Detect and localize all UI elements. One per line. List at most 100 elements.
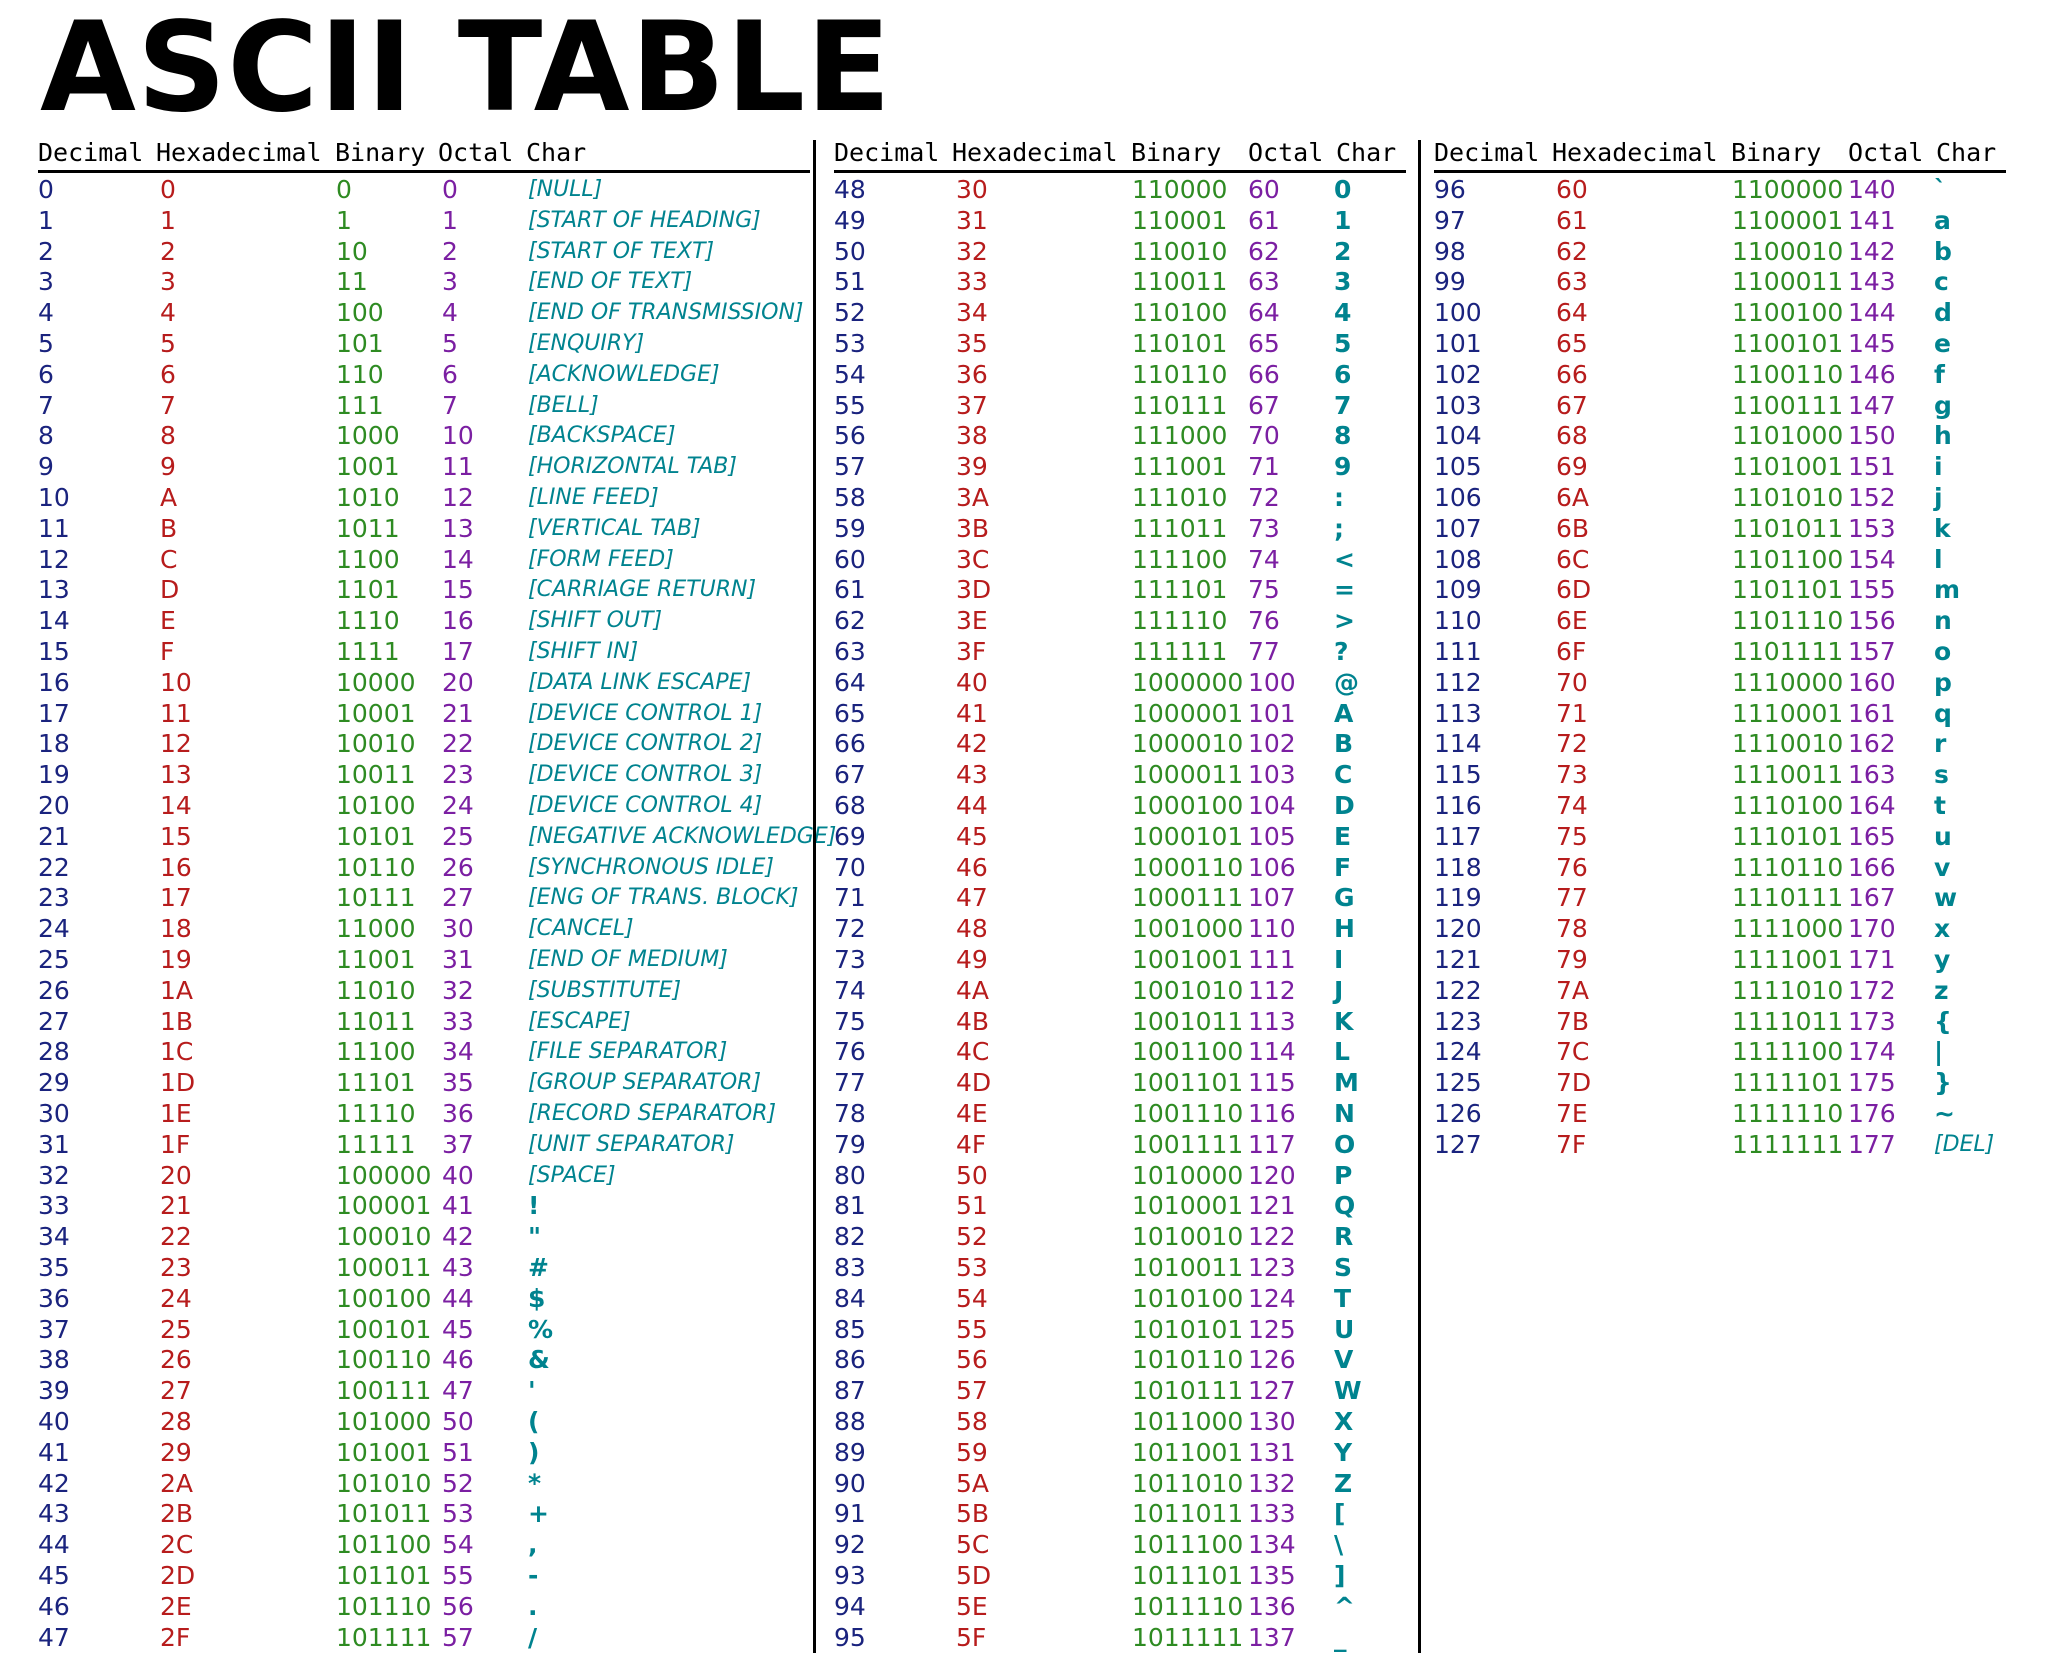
cell-decimal: 66: [834, 729, 866, 759]
cell-char: U: [1334, 1314, 1355, 1344]
column-header-binary: Binary: [1731, 138, 1822, 167]
cell-octal: 175: [1848, 1068, 1896, 1098]
cell-decimal: 64: [834, 667, 866, 697]
cell-decimal: 16: [38, 667, 70, 697]
cell-char: N: [1334, 1099, 1355, 1128]
column-header-char: Char: [526, 138, 587, 167]
cell-char: I: [1334, 945, 1344, 974]
cell-binary: 1000010: [1132, 729, 1244, 759]
cell-char: D: [1334, 791, 1355, 820]
cell-hex: 69: [1556, 452, 1588, 482]
cell-char: L: [1334, 1037, 1350, 1067]
cell-binary: 1110: [336, 606, 400, 636]
cell-char: T: [1334, 1283, 1352, 1313]
cell-binary: 1110111: [1732, 883, 1844, 913]
cell-octal: 44: [442, 1283, 474, 1313]
column-header-decimal: Decimal: [1434, 138, 1540, 167]
cell-char: 0: [1334, 175, 1352, 204]
cell-decimal: 80: [834, 1160, 866, 1190]
cell-octal: 33: [442, 1006, 474, 1036]
cell-hex: 71: [1556, 698, 1588, 728]
column-header-binary: Binary: [1131, 138, 1222, 167]
cell-binary: 110101: [1132, 329, 1228, 358]
cell-binary: 1101110: [1732, 606, 1844, 636]
cell-hex: 3B: [956, 513, 990, 543]
cell-char: M: [1334, 1068, 1359, 1098]
cell-decimal: 0: [38, 175, 54, 204]
cell-hex: 7F: [1556, 1129, 1587, 1159]
cell-char: [DEVICE CONTROL 4]: [528, 793, 763, 818]
cell-char: ]: [1334, 1561, 1346, 1590]
cell-octal: 64: [1248, 298, 1280, 328]
cell-hex: 17: [160, 883, 192, 913]
cell-hex: 73: [1556, 760, 1588, 790]
cell-hex: 4D: [956, 1068, 992, 1098]
cell-binary: 1010: [336, 483, 400, 512]
cell-char: c: [1934, 267, 1949, 297]
cell-decimal: 92: [834, 1530, 866, 1560]
cell-binary: 1101011: [1732, 513, 1844, 543]
cell-char: J: [1334, 975, 1344, 1005]
cell-binary: 11110: [336, 1099, 416, 1128]
cell-decimal: 47: [38, 1622, 70, 1652]
cell-octal: 51: [442, 1437, 474, 1467]
cell-binary: 10: [336, 236, 368, 266]
cell-decimal: 101: [1434, 329, 1482, 358]
cell-decimal: 57: [834, 452, 866, 482]
cell-hex: 28: [160, 1407, 192, 1436]
cell-octal: 16: [442, 606, 474, 636]
cell-binary: 1101010: [1732, 483, 1844, 512]
cell-char: ": [528, 1222, 542, 1252]
cell-char: [ENQUIRY]: [528, 331, 645, 356]
cell-binary: 10010: [336, 729, 416, 759]
column-header-hex: Hexadecimal: [952, 138, 1118, 167]
cell-hex: 76: [1556, 852, 1588, 882]
cell-decimal: 125: [1434, 1068, 1482, 1098]
cell-decimal: 21: [38, 821, 70, 851]
cell-octal: 40: [442, 1160, 474, 1190]
cell-hex: 39: [956, 452, 988, 482]
cell-decimal: 83: [834, 1253, 866, 1282]
cell-hex: 65: [1556, 329, 1588, 358]
cell-hex: 2B: [160, 1499, 194, 1529]
column-header-char: Char: [1936, 138, 1997, 167]
cell-octal: 3: [442, 267, 458, 297]
cell-octal: 5: [442, 329, 458, 358]
cell-hex: 4E: [956, 1099, 988, 1128]
cell-octal: 116: [1248, 1099, 1296, 1128]
cell-char: 8: [1334, 421, 1352, 451]
cell-octal: 104: [1248, 791, 1296, 820]
cell-decimal: 51: [834, 267, 866, 297]
cell-char: R: [1334, 1222, 1354, 1252]
cell-char: p: [1934, 667, 1952, 697]
cell-decimal: 27: [38, 1006, 70, 1036]
cell-binary: 1000111: [1132, 883, 1244, 913]
cell-binary: 11100: [336, 1037, 416, 1067]
cell-decimal: 127: [1434, 1129, 1482, 1159]
cell-char: _: [1334, 1622, 1347, 1652]
cell-char: +: [528, 1499, 549, 1529]
cell-octal: 30: [442, 914, 474, 944]
cell-octal: 155: [1848, 575, 1896, 605]
cell-binary: 1101100: [1732, 544, 1844, 574]
cell-hex: 25: [160, 1314, 192, 1344]
cell-char: [BACKSPACE]: [528, 423, 676, 449]
cell-decimal: 24: [38, 914, 70, 944]
cell-hex: 5C: [956, 1530, 990, 1560]
cell-octal: 120: [1248, 1160, 1296, 1190]
cell-hex: 3D: [956, 575, 992, 605]
cell-octal: 161: [1848, 698, 1896, 728]
cell-hex: 2C: [160, 1530, 194, 1560]
cell-binary: 1111: [336, 637, 400, 666]
cell-decimal: 42: [38, 1468, 70, 1498]
cell-binary: 110110: [1132, 359, 1228, 389]
cell-char: :: [1334, 483, 1344, 512]
cell-binary: 111011: [1132, 513, 1228, 543]
cell-decimal: 34: [38, 1222, 70, 1252]
cell-octal: 100: [1248, 667, 1296, 697]
cell-decimal: 109: [1434, 575, 1482, 605]
cell-hex: 61: [1556, 205, 1588, 235]
column-header-octal: Octal: [438, 138, 514, 167]
cell-char: /: [528, 1622, 538, 1652]
cell-binary: 1100100: [1732, 298, 1844, 328]
